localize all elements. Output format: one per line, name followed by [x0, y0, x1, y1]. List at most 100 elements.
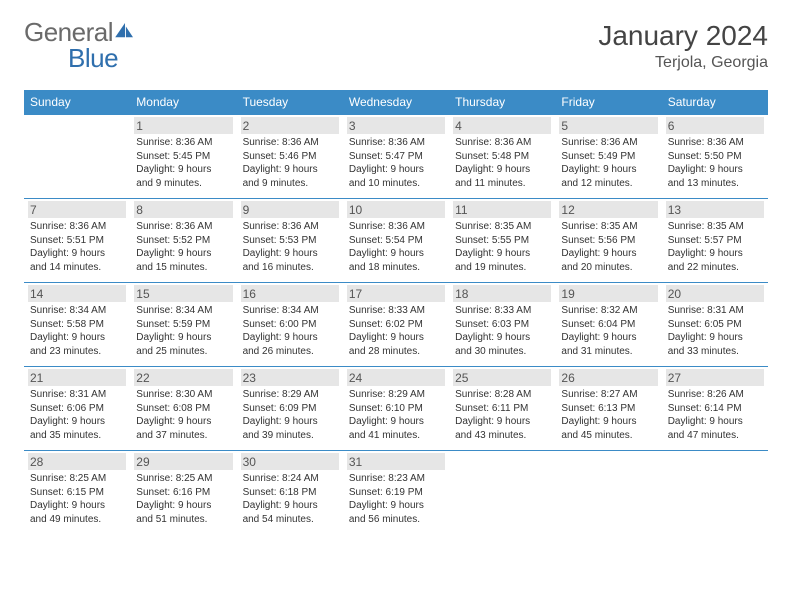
day-info-line: Daylight: 9 hours [136, 331, 230, 345]
day-info-line: Sunrise: 8:24 AM [243, 472, 337, 486]
day-info-line: and 10 minutes. [349, 177, 443, 191]
day-info-line: Sunset: 5:54 PM [349, 234, 443, 248]
day-info-line: Sunrise: 8:35 AM [455, 220, 549, 234]
day-info-line: and 41 minutes. [349, 429, 443, 443]
day-info-line: Sunrise: 8:34 AM [136, 304, 230, 318]
day-info-line: Sunset: 6:11 PM [455, 402, 549, 416]
day-info-line: Daylight: 9 hours [561, 247, 655, 261]
day-info-line: and 11 minutes. [455, 177, 549, 191]
day-info-line: Daylight: 9 hours [136, 163, 230, 177]
day-cell: 14Sunrise: 8:34 AMSunset: 5:58 PMDayligh… [24, 283, 130, 367]
day-cell: 28Sunrise: 8:25 AMSunset: 6:15 PMDayligh… [24, 451, 130, 535]
day-header: Sunday [24, 90, 130, 115]
calendar-page: GeneralBlue January 2024 Terjola, Georgi… [0, 0, 792, 554]
day-info: Sunrise: 8:36 AMSunset: 5:45 PMDaylight:… [134, 134, 232, 190]
day-number: 10 [347, 201, 445, 218]
logo-text-gray: General [24, 20, 113, 45]
day-info-line: Sunrise: 8:34 AM [30, 304, 124, 318]
day-info-line: Daylight: 9 hours [561, 331, 655, 345]
day-info: Sunrise: 8:36 AMSunset: 5:54 PMDaylight:… [347, 218, 445, 274]
day-number: 18 [453, 285, 551, 302]
day-number: 21 [28, 369, 126, 386]
day-cell: 29Sunrise: 8:25 AMSunset: 6:16 PMDayligh… [130, 451, 236, 535]
day-header: Thursday [449, 90, 555, 115]
day-info-line: Sunset: 5:48 PM [455, 150, 549, 164]
day-info-line: and 14 minutes. [30, 261, 124, 275]
day-info-line: Sunrise: 8:36 AM [30, 220, 124, 234]
day-info-line: Daylight: 9 hours [668, 415, 762, 429]
day-info-line: and 22 minutes. [668, 261, 762, 275]
day-number: 24 [347, 369, 445, 386]
day-info: Sunrise: 8:35 AMSunset: 5:55 PMDaylight:… [453, 218, 551, 274]
day-cell: 23Sunrise: 8:29 AMSunset: 6:09 PMDayligh… [237, 367, 343, 451]
day-info: Sunrise: 8:36 AMSunset: 5:46 PMDaylight:… [241, 134, 339, 190]
day-info-line: and 15 minutes. [136, 261, 230, 275]
week-row: 28Sunrise: 8:25 AMSunset: 6:15 PMDayligh… [24, 451, 768, 535]
day-number: 16 [241, 285, 339, 302]
week-row: 14Sunrise: 8:34 AMSunset: 5:58 PMDayligh… [24, 283, 768, 367]
day-info-line: Sunset: 5:47 PM [349, 150, 443, 164]
day-cell: 17Sunrise: 8:33 AMSunset: 6:02 PMDayligh… [343, 283, 449, 367]
day-info-line: Daylight: 9 hours [668, 163, 762, 177]
day-cell: 22Sunrise: 8:30 AMSunset: 6:08 PMDayligh… [130, 367, 236, 451]
day-info-line: Sunset: 6:03 PM [455, 318, 549, 332]
day-info: Sunrise: 8:31 AMSunset: 6:05 PMDaylight:… [666, 302, 764, 358]
day-info-line: Sunset: 6:02 PM [349, 318, 443, 332]
day-info-line: Sunset: 5:57 PM [668, 234, 762, 248]
day-info-line: Sunset: 6:08 PM [136, 402, 230, 416]
day-number: 20 [666, 285, 764, 302]
day-info-line: Sunrise: 8:36 AM [455, 136, 549, 150]
title-block: January 2024 Terjola, Georgia [598, 20, 768, 72]
day-info-line: Sunset: 5:46 PM [243, 150, 337, 164]
day-info-line: Sunrise: 8:31 AM [30, 388, 124, 402]
day-info-line: and 13 minutes. [668, 177, 762, 191]
day-info-line: Sunrise: 8:36 AM [349, 220, 443, 234]
day-info-line: Sunset: 6:18 PM [243, 486, 337, 500]
day-info-line: Daylight: 9 hours [455, 415, 549, 429]
day-info-line: Sunrise: 8:36 AM [561, 136, 655, 150]
day-cell: 31Sunrise: 8:23 AMSunset: 6:19 PMDayligh… [343, 451, 449, 535]
day-cell [555, 451, 661, 535]
day-cell: 3Sunrise: 8:36 AMSunset: 5:47 PMDaylight… [343, 115, 449, 199]
logo: GeneralBlue [24, 20, 135, 71]
day-info-line: Sunset: 6:05 PM [668, 318, 762, 332]
day-number: 23 [241, 369, 339, 386]
day-info-line: Daylight: 9 hours [349, 415, 443, 429]
day-cell: 9Sunrise: 8:36 AMSunset: 5:53 PMDaylight… [237, 199, 343, 283]
day-cell: 7Sunrise: 8:36 AMSunset: 5:51 PMDaylight… [24, 199, 130, 283]
day-info-line: Daylight: 9 hours [349, 247, 443, 261]
day-number: 26 [559, 369, 657, 386]
day-info-line: and 30 minutes. [455, 345, 549, 359]
day-info-line: Sunset: 5:45 PM [136, 150, 230, 164]
day-number: 6 [666, 117, 764, 134]
day-info: Sunrise: 8:36 AMSunset: 5:50 PMDaylight:… [666, 134, 764, 190]
day-cell: 12Sunrise: 8:35 AMSunset: 5:56 PMDayligh… [555, 199, 661, 283]
location: Terjola, Georgia [598, 54, 768, 72]
day-number: 3 [347, 117, 445, 134]
day-number: 25 [453, 369, 551, 386]
day-info-line: Sunset: 6:14 PM [668, 402, 762, 416]
day-info-line: Daylight: 9 hours [243, 163, 337, 177]
day-info-line: Sunrise: 8:34 AM [243, 304, 337, 318]
day-info-line: Sunrise: 8:32 AM [561, 304, 655, 318]
day-info-line: Sunset: 6:09 PM [243, 402, 337, 416]
day-info-line: and 12 minutes. [561, 177, 655, 191]
day-info: Sunrise: 8:29 AMSunset: 6:09 PMDaylight:… [241, 386, 339, 442]
header: GeneralBlue January 2024 Terjola, Georgi… [24, 20, 768, 72]
day-info-line: Daylight: 9 hours [455, 247, 549, 261]
week-row: 21Sunrise: 8:31 AMSunset: 6:06 PMDayligh… [24, 367, 768, 451]
day-number: 22 [134, 369, 232, 386]
day-info-line: Sunset: 5:51 PM [30, 234, 124, 248]
day-info-line: Daylight: 9 hours [30, 499, 124, 513]
day-info-line: and 56 minutes. [349, 513, 443, 527]
day-info-line: Sunset: 6:19 PM [349, 486, 443, 500]
day-cell: 19Sunrise: 8:32 AMSunset: 6:04 PMDayligh… [555, 283, 661, 367]
day-info-line: Daylight: 9 hours [668, 331, 762, 345]
day-info-line: and 39 minutes. [243, 429, 337, 443]
day-info-line: Sunrise: 8:27 AM [561, 388, 655, 402]
day-info: Sunrise: 8:32 AMSunset: 6:04 PMDaylight:… [559, 302, 657, 358]
day-cell: 16Sunrise: 8:34 AMSunset: 6:00 PMDayligh… [237, 283, 343, 367]
day-cell: 11Sunrise: 8:35 AMSunset: 5:55 PMDayligh… [449, 199, 555, 283]
day-cell: 24Sunrise: 8:29 AMSunset: 6:10 PMDayligh… [343, 367, 449, 451]
day-cell: 2Sunrise: 8:36 AMSunset: 5:46 PMDaylight… [237, 115, 343, 199]
